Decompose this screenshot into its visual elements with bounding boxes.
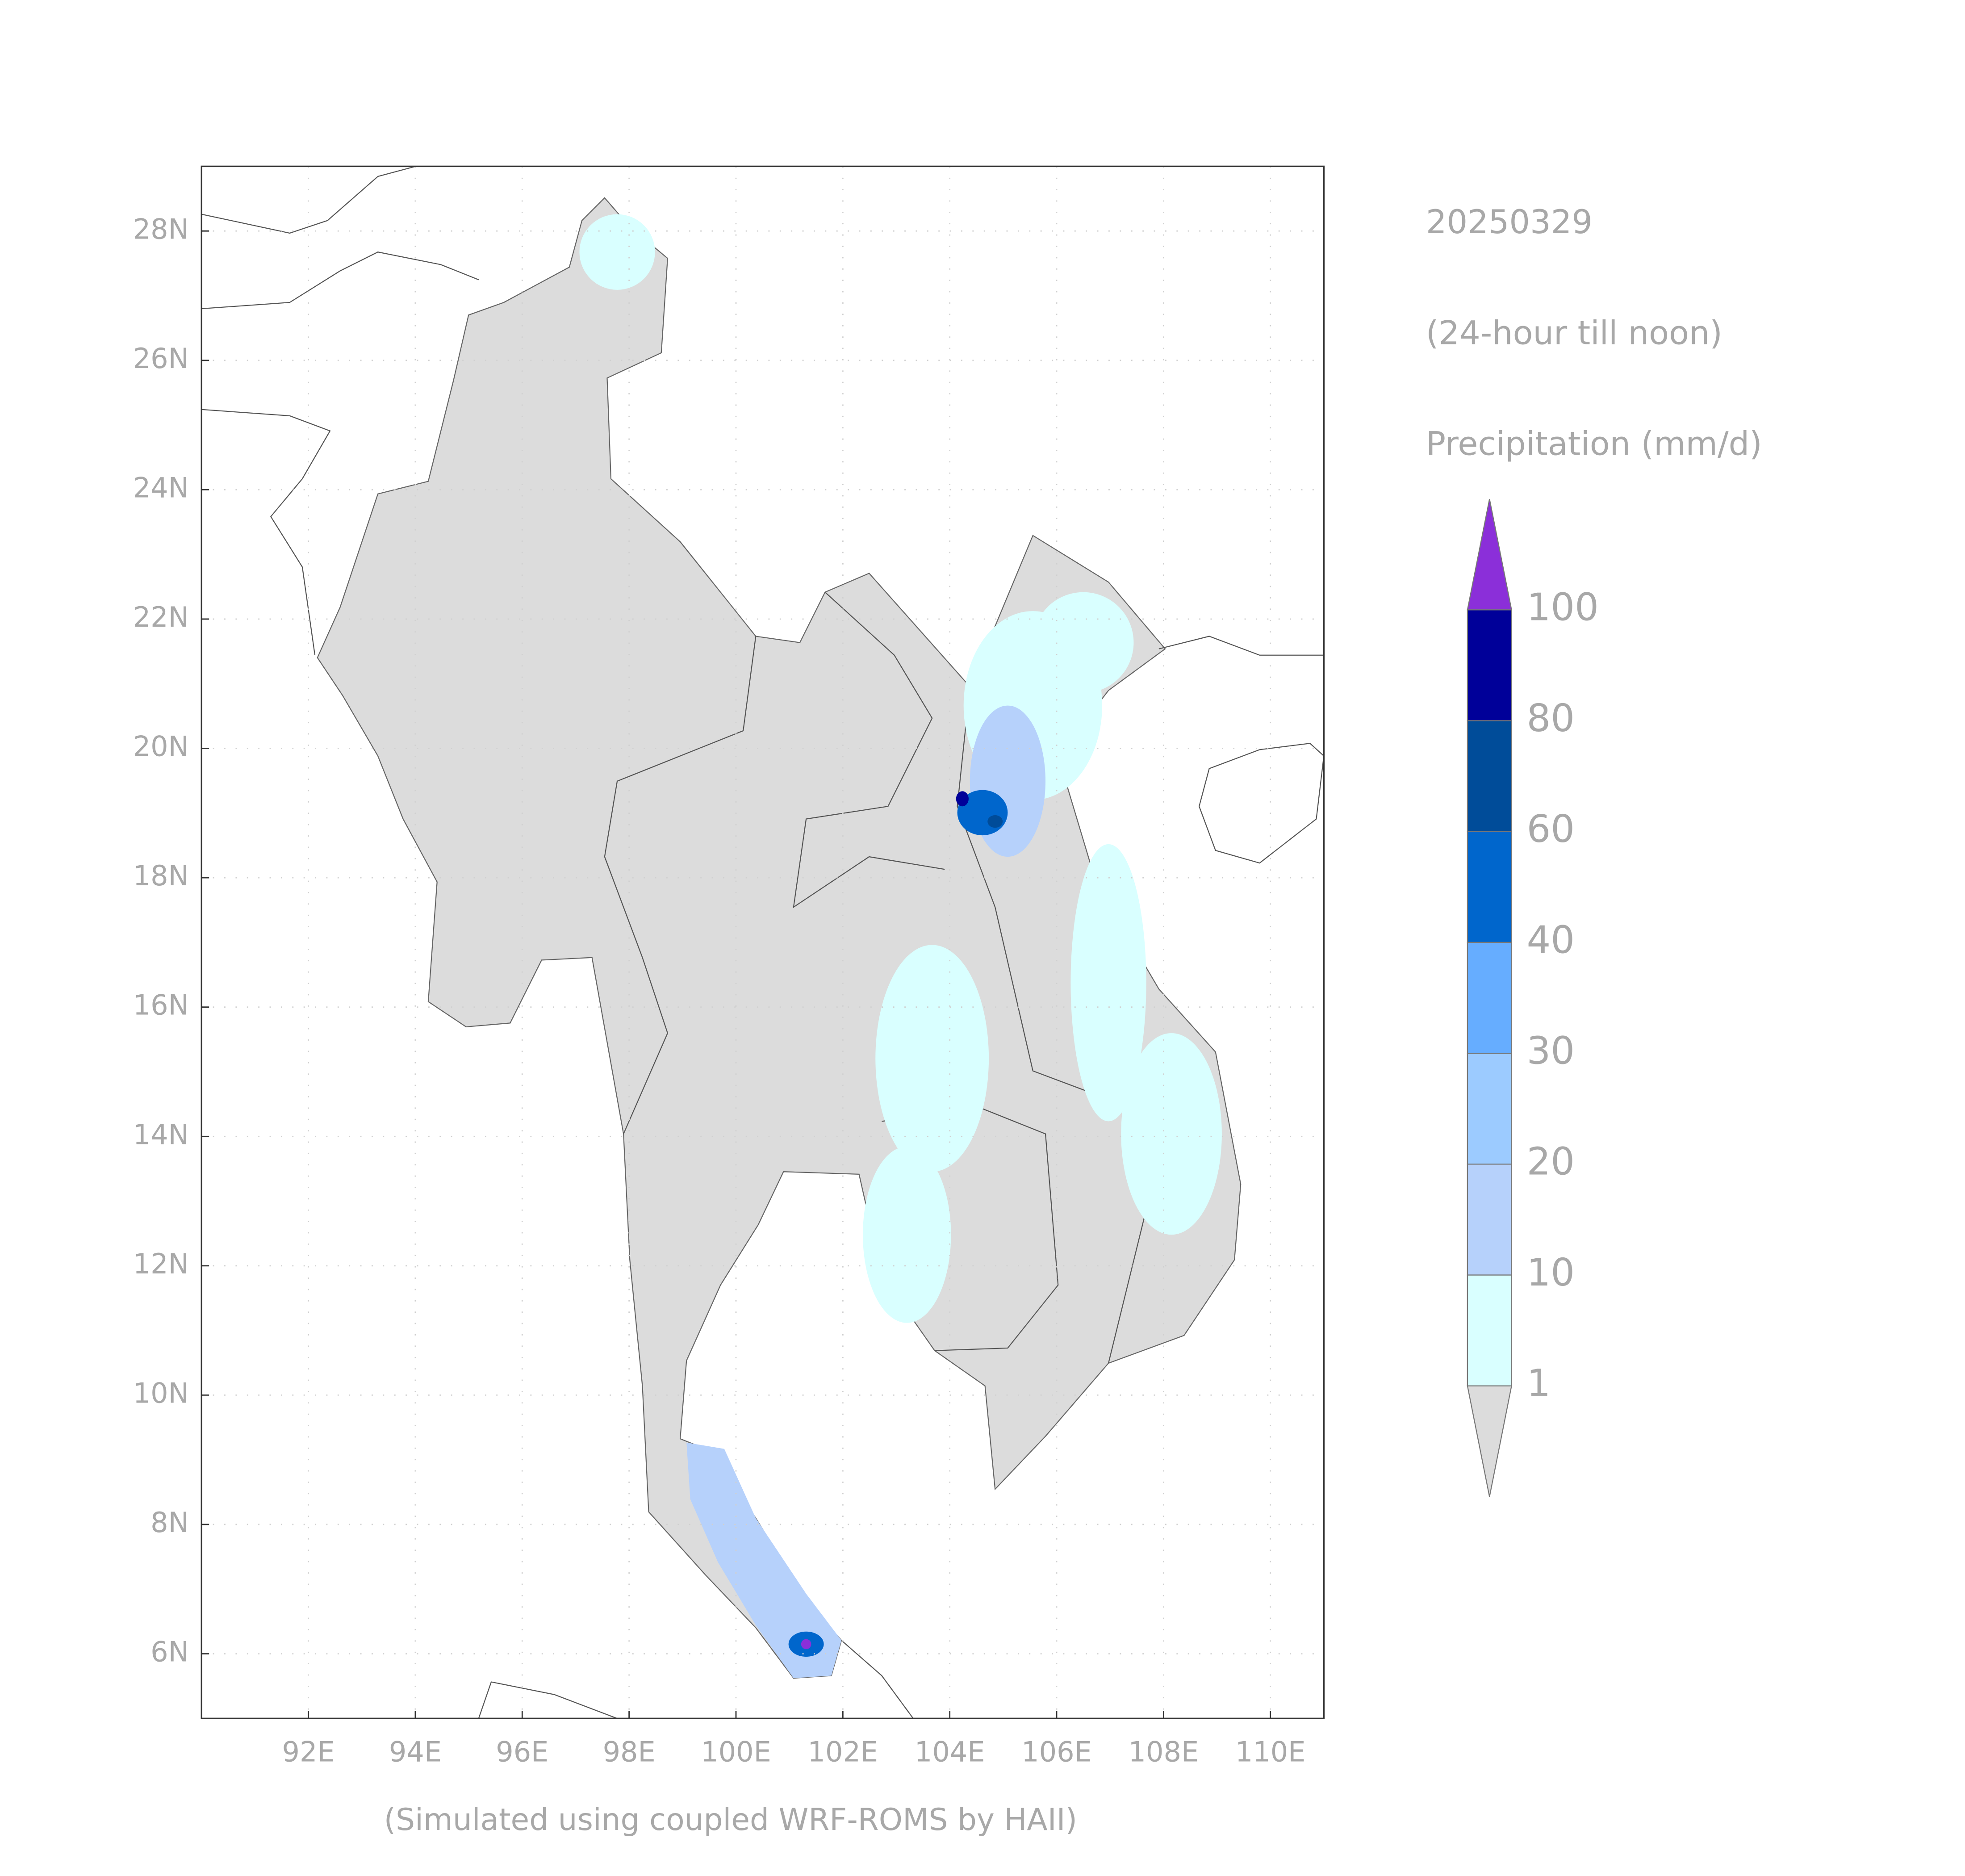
colorbar-label: 40 — [1526, 917, 1575, 962]
colorbar-segment — [1467, 942, 1512, 1054]
x-tick-label: 110E — [1235, 1735, 1306, 1768]
colorbar-segment — [1467, 831, 1512, 943]
map-area — [201, 166, 1325, 1719]
rain-area — [579, 214, 655, 290]
y-tick-label: 24N — [133, 471, 189, 504]
land — [317, 197, 1242, 1679]
y-tick-label: 22N — [133, 601, 189, 633]
colorbar-label: 60 — [1526, 807, 1575, 851]
coastline — [201, 409, 331, 655]
x-tick-label: 106E — [1021, 1735, 1092, 1768]
legend-title: Precipitation (mm/d) — [1426, 425, 1762, 463]
map-frame — [201, 165, 1325, 1719]
rain-area — [801, 1639, 811, 1650]
colorbar-label: 30 — [1526, 1028, 1575, 1072]
footer: (Simulated using coupled WRF-ROMS by HAI… — [384, 1802, 1077, 1837]
precipitation — [579, 214, 1222, 1679]
colorbar-label: 100 — [1526, 585, 1599, 629]
colorbar-segment — [1467, 720, 1512, 832]
x-tick-label: 104E — [915, 1735, 985, 1768]
colorbar-label: 80 — [1526, 696, 1575, 740]
rain-area — [1070, 844, 1146, 1122]
colorbar-over — [1467, 498, 1512, 611]
rain-area — [956, 791, 969, 807]
x-tick-label: 96E — [496, 1735, 548, 1768]
colorbar-segment — [1467, 1164, 1512, 1276]
x-tick-label: 98E — [603, 1735, 656, 1768]
x-tick-label: 94E — [389, 1735, 442, 1768]
y-tick-label: 6N — [151, 1636, 189, 1668]
coastline — [201, 166, 416, 234]
border — [793, 591, 945, 909]
colorbar-label: 10 — [1526, 1250, 1575, 1294]
y-tick-label: 20N — [133, 730, 189, 763]
rain-area — [863, 1146, 951, 1323]
x-tick-label: 102E — [808, 1735, 878, 1768]
rain-area — [1033, 592, 1134, 693]
y-tick-label: 26N — [133, 342, 189, 375]
colorbar-segment — [1467, 1052, 1512, 1165]
legend-title: (24-hour till noon) — [1426, 314, 1723, 352]
colorbar-label: 1 — [1526, 1361, 1551, 1405]
colorbar-segment — [1467, 609, 1512, 721]
coastline — [201, 251, 479, 310]
rain-area — [1121, 1033, 1222, 1235]
y-tick-label: 14N — [133, 1118, 189, 1151]
coastline — [1158, 636, 1324, 656]
legend-title: 20250329 — [1426, 203, 1593, 241]
colorbar-segment — [1467, 1274, 1512, 1386]
y-tick-label: 12N — [133, 1248, 189, 1280]
colorbar-under — [1467, 1385, 1512, 1497]
border — [604, 636, 757, 1135]
y-tick-label: 8N — [151, 1506, 189, 1539]
rain-area — [987, 815, 1003, 828]
rain-area — [686, 1442, 842, 1679]
coastline — [841, 1640, 914, 1719]
x-tick-label: 100E — [701, 1735, 771, 1768]
coastline — [478, 1681, 618, 1719]
y-tick-label: 10N — [133, 1377, 189, 1409]
x-tick-label: 92E — [282, 1735, 335, 1768]
y-tick-label: 18N — [133, 859, 189, 892]
colorbar-label: 20 — [1526, 1139, 1575, 1184]
rain-area — [875, 945, 989, 1172]
x-tick-label: 108E — [1129, 1735, 1199, 1768]
y-tick-label: 28N — [133, 213, 189, 245]
coastline — [1198, 743, 1325, 864]
y-tick-label: 16N — [133, 989, 189, 1022]
